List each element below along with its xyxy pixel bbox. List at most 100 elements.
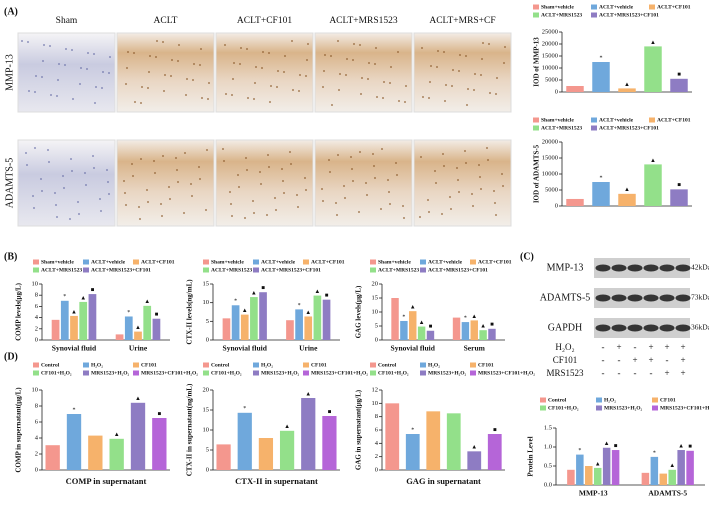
chart: Control H₂O₂ CF101 CF101+H₂O₂ MRS1523+H₂O₂ MR…	[186, 362, 369, 486]
bar	[467, 451, 482, 470]
cell-nucleus	[307, 43, 309, 45]
bar	[231, 305, 240, 340]
cell-nucleus	[323, 70, 325, 72]
panel-label: (D)	[4, 351, 18, 362]
bar	[222, 318, 231, 340]
column-label: ACLT+CF101	[237, 16, 292, 26]
bar	[152, 418, 167, 470]
bar	[405, 434, 420, 470]
treatment-sign: -	[666, 355, 669, 365]
cell-nucleus	[374, 177, 376, 179]
legend-label: MRS1523+CF101+H₂O₂	[311, 370, 368, 376]
legend-swatch	[253, 259, 259, 265]
bar	[130, 402, 146, 470]
legend-label: Sham+vehicle	[41, 259, 74, 265]
cell-nucleus	[487, 159, 489, 161]
histology-image	[116, 139, 215, 227]
legend-label: ACLT+MRS1523+CF101	[599, 12, 659, 18]
cell-nucleus	[95, 86, 97, 88]
cell-nucleus	[390, 66, 392, 68]
bar	[66, 414, 82, 470]
bar	[668, 469, 676, 485]
y-tick-label: 25000	[542, 28, 558, 35]
cell-nucleus	[49, 45, 51, 47]
chart: Sham+vehicle ACLT+vehicle ACLT+CF101 ACLT+M…	[533, 117, 692, 209]
cell-nucleus	[58, 63, 60, 65]
column-label: Sham	[56, 16, 78, 26]
cell-nucleus	[25, 152, 27, 154]
legend-swatch	[470, 362, 476, 368]
histology-image	[413, 32, 512, 113]
bar	[670, 189, 688, 206]
treatment-sign: -	[602, 355, 605, 365]
cell-nucleus	[205, 209, 207, 211]
bar	[446, 413, 461, 470]
legend-label: Control	[378, 362, 397, 368]
cell-nucleus	[284, 55, 286, 57]
chart: Sham+vehicle ACLT+vehicle ACLT+CF101 ACLT+M…	[355, 259, 512, 352]
bar	[240, 314, 249, 340]
significance-mark: *	[600, 55, 603, 61]
cell-nucleus	[140, 158, 142, 160]
significance-mark: ▲	[480, 324, 486, 330]
cell-nucleus	[382, 97, 384, 99]
bar	[670, 78, 688, 92]
cell-nucleus	[231, 94, 233, 96]
significance-mark: ■	[328, 409, 332, 415]
cell-nucleus	[437, 50, 439, 52]
y-tick-label: 10	[372, 400, 379, 407]
cell-nucleus	[449, 196, 451, 198]
cell-nucleus	[140, 102, 142, 104]
significance-mark: *	[653, 450, 656, 456]
y-axis-title: GAG in supernatant(μg/L)	[355, 389, 363, 470]
bar	[592, 182, 610, 206]
significance-mark: ▲	[678, 443, 684, 449]
cell-nucleus	[387, 179, 389, 181]
cell-nucleus	[162, 155, 164, 157]
y-tick-label: 0	[555, 202, 558, 209]
bar	[322, 416, 337, 470]
treatment-label: CF101	[553, 355, 578, 365]
cell-nucleus	[466, 104, 468, 106]
legend-swatch	[303, 259, 309, 265]
cell-nucleus	[56, 95, 58, 97]
y-tick-label: 4	[35, 434, 39, 441]
blot-band	[627, 324, 643, 332]
category-label: ADAMTS-5	[648, 489, 687, 498]
significance-mark: ▲	[604, 441, 610, 447]
bar	[134, 331, 142, 340]
cell-nucleus	[186, 78, 188, 80]
cell-nucleus	[495, 93, 497, 95]
legend-label: CF101+H₂O₂	[211, 370, 242, 376]
y-tick-label: 2	[35, 325, 38, 332]
bar	[286, 320, 294, 340]
y-axis-title: COMP levels(μg/L)	[15, 282, 23, 340]
cell-nucleus	[494, 202, 496, 204]
histology-image	[116, 32, 215, 113]
cell-nucleus	[298, 90, 300, 92]
cell-nucleus	[419, 216, 421, 218]
legend-swatch	[533, 4, 539, 10]
cell-nucleus	[253, 98, 255, 100]
bar	[51, 319, 60, 340]
category-label: Synovial fluid	[391, 344, 436, 353]
cell-nucleus	[361, 77, 363, 79]
legend-label: ACLT+MRS1523+CF101	[91, 267, 151, 273]
treatment-sign: +	[632, 355, 637, 365]
cell-nucleus	[328, 159, 330, 161]
significance-mark: ▲	[114, 432, 120, 438]
cell-nucleus	[232, 78, 234, 80]
bar	[592, 62, 610, 92]
legend-swatch	[420, 267, 426, 273]
cell-nucleus	[504, 46, 506, 48]
significance-mark: ▲	[624, 187, 630, 193]
y-tick-label: 10000	[542, 170, 558, 177]
cell-nucleus	[41, 76, 43, 78]
legend-swatch	[420, 362, 426, 368]
legend-swatch	[133, 362, 139, 368]
legend-swatch	[83, 259, 89, 265]
y-tick-label: 2	[375, 453, 378, 460]
legend-swatch	[203, 267, 209, 273]
legend-label: MRS1523+H₂O₂	[91, 370, 130, 376]
